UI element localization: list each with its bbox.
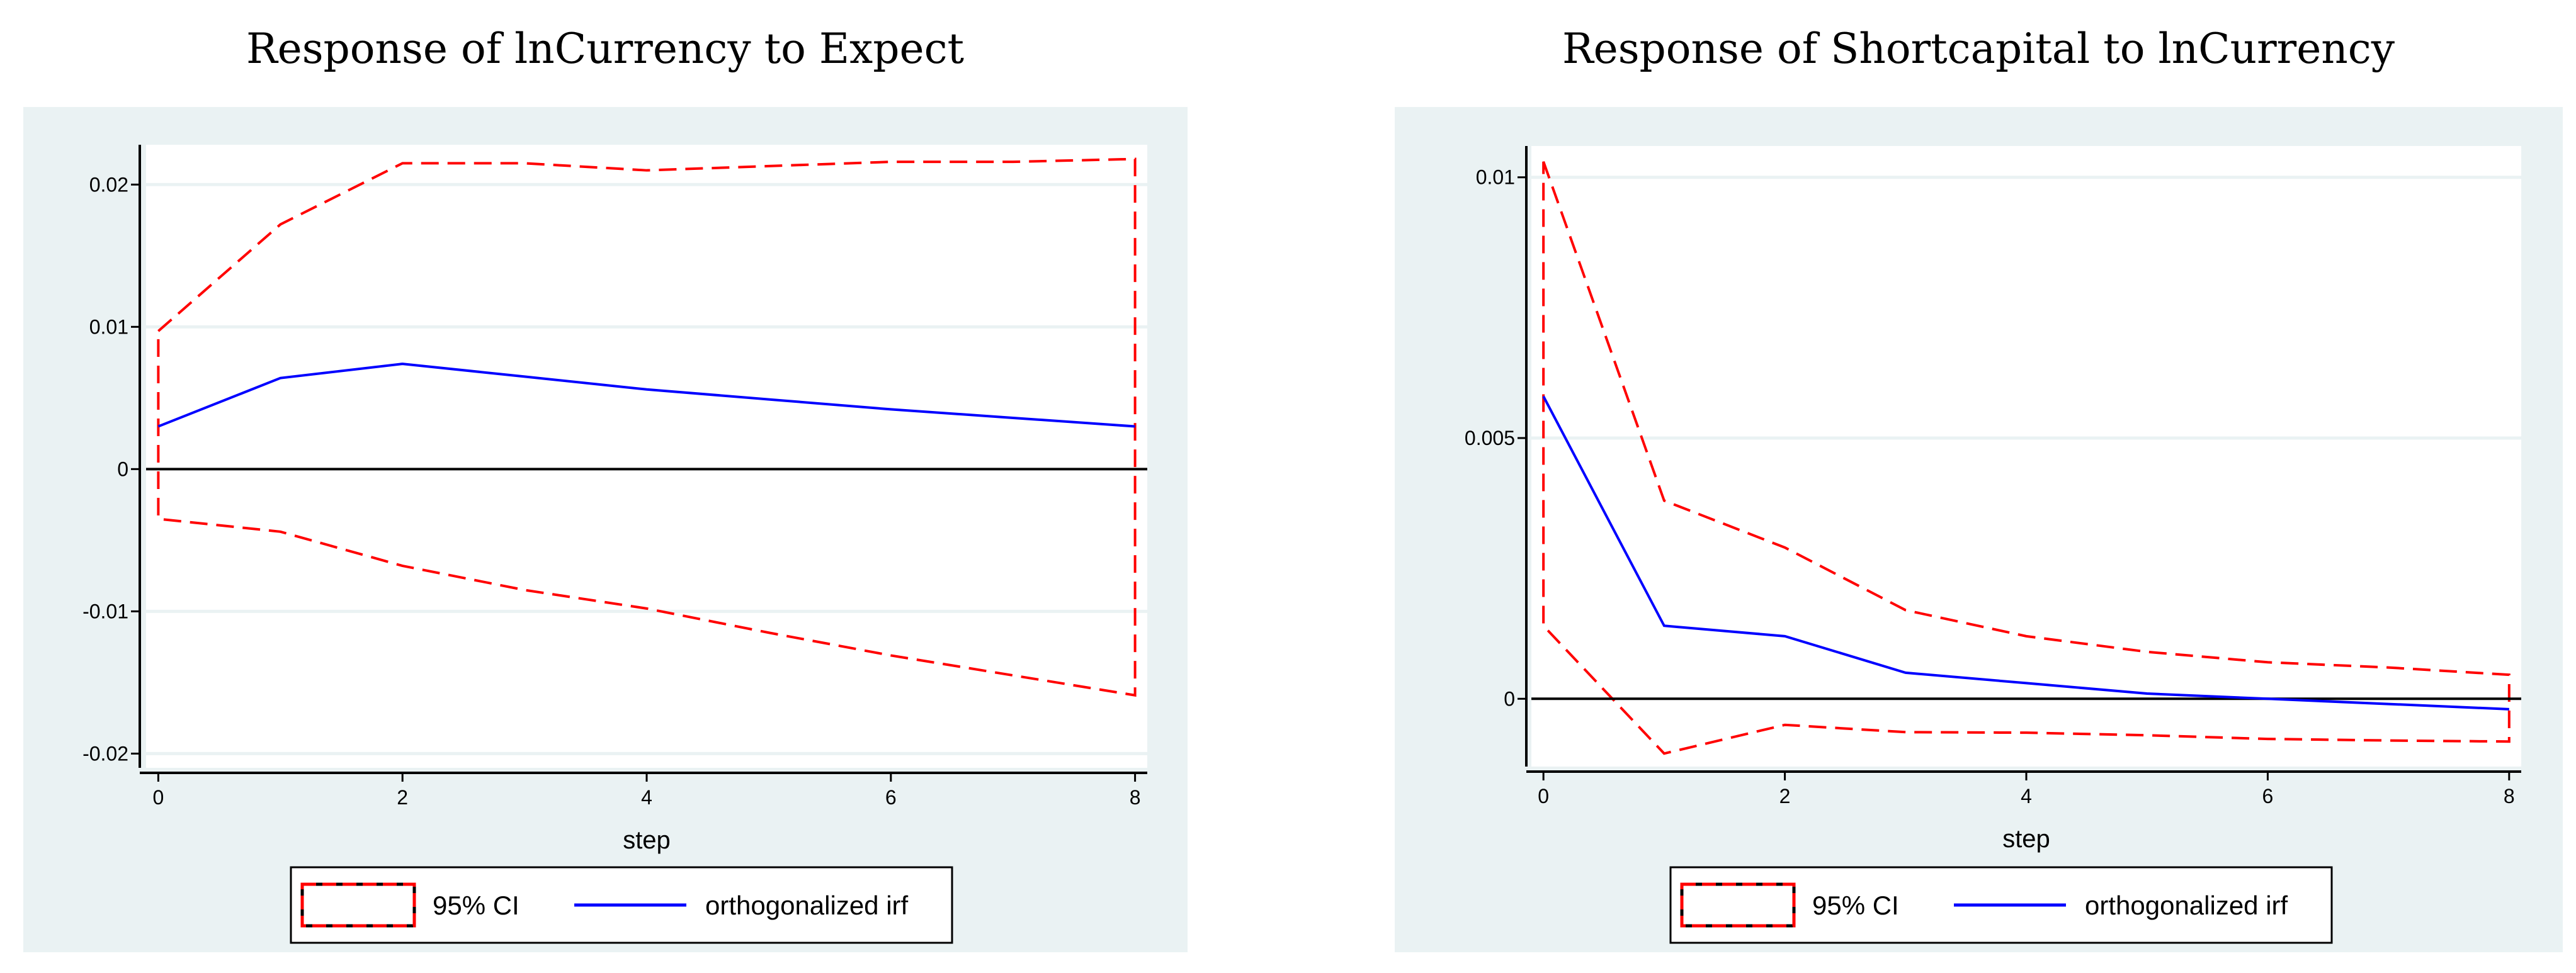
x-tick-label: 2 — [1779, 785, 1791, 807]
chart-lncurrency-to-expect: Response of lnCurrency to Expect -0.02 -0… — [23, 25, 1188, 952]
chart-title: Response of lnCurrency to Expect — [246, 25, 964, 73]
legend-label-irf: orthogonalized irf — [2085, 891, 2288, 920]
legend: 95% CI orthogonalized irf — [290, 866, 953, 944]
x-tick-label: 8 — [1130, 786, 1141, 809]
legend: 95% CI orthogonalized irf — [1669, 866, 2333, 944]
legend-swatch-ci-outline — [300, 882, 416, 928]
legend-swatch-ci — [300, 882, 416, 928]
y-tick-label: -0.02 — [82, 742, 128, 765]
x-tick-label: 4 — [2021, 785, 2032, 807]
y-tick-label: 0.01 — [1476, 166, 1515, 189]
x-tick-label: 0 — [1538, 785, 1549, 807]
x-tick-label: 6 — [885, 786, 897, 809]
legend-label-ci: 95% CI — [1812, 891, 1899, 920]
y-tick-label: -0.01 — [82, 600, 128, 622]
chart-title: Response of Shortcapital to lnCurrency — [1562, 25, 2395, 73]
ci-band — [157, 157, 1137, 697]
legend-swatch-ci — [1680, 882, 1796, 928]
y-tick-label: 0.01 — [89, 315, 128, 338]
ci-band — [1542, 161, 2511, 755]
legend-swatch-ci-outline — [1680, 882, 1796, 928]
plot-area — [1531, 146, 2521, 767]
x-tick-label: 4 — [641, 786, 652, 809]
x-tick-label: 2 — [397, 786, 408, 809]
legend-label-irf: orthogonalized irf — [705, 891, 909, 920]
y-tick-label: 0 — [117, 458, 128, 480]
x-tick-label: 0 — [152, 786, 164, 809]
x-axis-label: step — [2002, 825, 2050, 853]
legend-label-ci: 95% CI — [433, 891, 519, 920]
chart-shortcapital-to-lncurrency: Response of Shortcapital to lnCurrency 0… — [1395, 25, 2563, 952]
x-tick-label: 6 — [2262, 785, 2274, 807]
plot-area — [146, 145, 1147, 768]
y-tick-label: 0.005 — [1465, 427, 1515, 449]
y-tick-label: 0 — [1504, 687, 1515, 710]
x-axis-label: step — [623, 826, 671, 854]
x-tick-label: 8 — [2504, 785, 2515, 807]
y-tick-label: 0.02 — [89, 173, 128, 196]
